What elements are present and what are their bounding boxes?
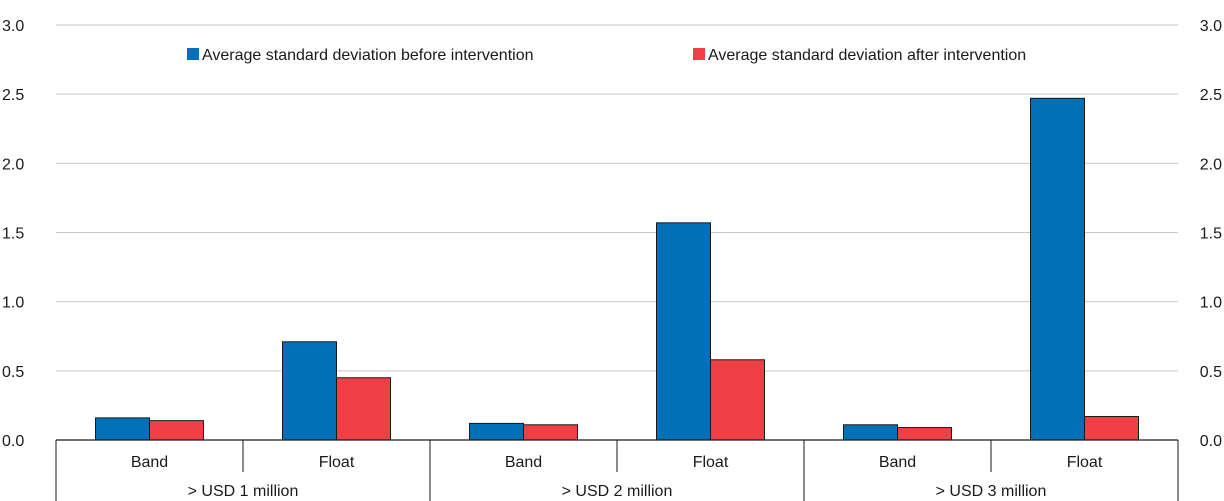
bar-after: [149, 420, 204, 441]
bar-before: [95, 417, 150, 441]
legend-swatch: [693, 48, 705, 60]
y-tick-label-right: 2.5: [1200, 87, 1222, 104]
y-tick-label-right: 1.5: [1200, 226, 1222, 243]
x-tick-label: Float: [319, 454, 355, 471]
x-axis: Band Float Band Float Band Float > USD 1 milli…: [55, 439, 1179, 501]
y-axis-right: 0.0 0.5 1.0 1.5 2.0 2.5 3.0: [1200, 18, 1222, 450]
x-tick-label: Float: [1067, 454, 1103, 471]
y-tick-label-right: 3.0: [1200, 18, 1222, 35]
bar-after: [710, 359, 765, 441]
bar-before: [1030, 97, 1085, 441]
bar-before: [843, 424, 898, 441]
legend-swatch: [187, 48, 199, 60]
y-tick-label-left: 1.5: [2, 226, 24, 243]
y-tick-label-right: 0.5: [1200, 364, 1222, 381]
legend: Average standard deviation before interv…: [187, 47, 1026, 64]
bar-after: [1084, 415, 1139, 441]
legend-label: Average standard deviation after interve…: [708, 47, 1026, 64]
y-tick-label-left: 2.0: [2, 156, 24, 173]
legend-label: Average standard deviation before interv…: [202, 47, 533, 64]
x-tick-label: Band: [505, 454, 542, 471]
bar-after: [523, 424, 578, 441]
y-tick-label-left: 2.5: [2, 87, 24, 104]
y-tick-label-right: 2.0: [1200, 156, 1222, 173]
x-tick-label: Band: [879, 454, 916, 471]
bar-after: [897, 427, 952, 441]
bar-after: [336, 377, 391, 441]
x-group-label: > USD 2 million: [562, 483, 673, 500]
x-tick-label: Band: [131, 454, 168, 471]
x-tick-label: Float: [693, 454, 729, 471]
y-tick-label-right: 1.0: [1200, 295, 1222, 312]
y-tick-label-left: 3.0: [2, 18, 24, 35]
bar-before: [282, 341, 337, 441]
gridlines: [56, 24, 1178, 372]
x-group-label: > USD 3 million: [936, 483, 1047, 500]
y-axis-left: 0.0 0.5 1.0 1.5 2.0 2.5 3.0: [2, 18, 24, 450]
bars: [95, 97, 1139, 441]
y-tick-label-left: 0.5: [2, 364, 24, 381]
bar-before: [656, 222, 711, 441]
y-tick-label-left: 0.0: [2, 433, 24, 450]
x-group-label: > USD 1 million: [188, 483, 299, 500]
y-tick-label-left: 1.0: [2, 295, 24, 312]
y-tick-label-right: 0.0: [1200, 433, 1222, 450]
bar-before: [469, 422, 524, 441]
